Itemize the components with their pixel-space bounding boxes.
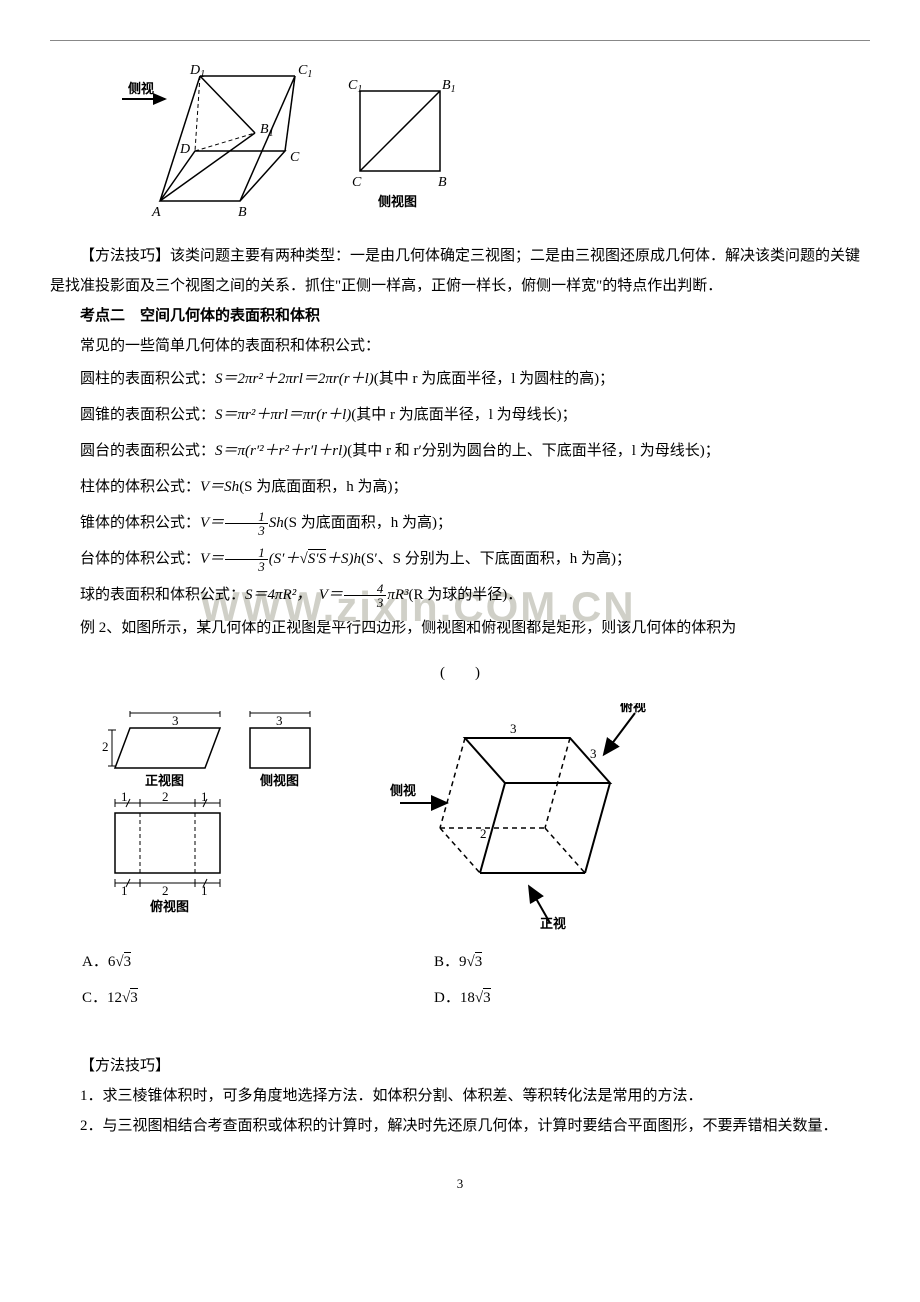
method-tip-2-line1: 1．求三棱锥体积时，可多角度地选择方法．如体积分割、体积差、等积转化法是常用的方… bbox=[50, 1081, 870, 1111]
svg-text:侧视图: 侧视图 bbox=[260, 773, 299, 788]
example-2-text: 例 2、如图所示，某几何体的正视图是平行四边形，侧视图和俯视图都是矩形，则该几何… bbox=[50, 613, 870, 643]
prism-volume: 柱体的体积公式：V＝Sh(S 为底面面积，h 为高)； bbox=[50, 469, 870, 505]
solid-figure: 侧视 D1 C1 B1 D C A B bbox=[110, 61, 330, 231]
svg-text:1: 1 bbox=[201, 883, 208, 898]
cone-volume: 锥体的体积公式：V＝13Sh(S 为底面面积，h 为高)； bbox=[50, 505, 870, 541]
method-tip-2-title: 【方法技巧】 bbox=[50, 1051, 870, 1081]
page-content: 侧视 D1 C1 B1 D C A B C1 B1 C B 侧视图 【方法技巧】… bbox=[50, 40, 870, 1197]
method-tip-2-line2: 2．与三视图相结合考查面积或体积的计算时，解决时先还原几何体，计算时要结合平面图… bbox=[50, 1111, 870, 1141]
svg-text:B: B bbox=[238, 205, 247, 220]
svg-text:2: 2 bbox=[162, 789, 169, 804]
section-2-intro: 常见的一些简单几何体的表面积和体积公式： bbox=[50, 331, 870, 361]
svg-text:D: D bbox=[179, 142, 190, 157]
svg-text:D1: D1 bbox=[189, 63, 205, 80]
svg-text:3: 3 bbox=[172, 713, 179, 728]
svg-text:C: C bbox=[352, 175, 362, 190]
sphere-formulae: 球的表面积和体积公式：S＝4πR²， V＝43πR³(R 为球的半径)． bbox=[50, 577, 870, 613]
svg-text:1: 1 bbox=[201, 789, 208, 804]
method-tip-1: 【方法技巧】该类问题主要有两种类型：一是由几何体确定三视图；二是由三视图还原成几… bbox=[50, 241, 870, 301]
svg-text:正视图: 正视图 bbox=[145, 773, 184, 788]
side-view-caption: 侧视图 bbox=[378, 194, 417, 209]
svg-text:C: C bbox=[290, 150, 300, 165]
svg-text:A: A bbox=[151, 205, 161, 220]
header-rule bbox=[50, 40, 870, 41]
frustum-volume: 台体的体积公式：V＝13(S′＋√S′S＋S)h(S′、S 分别为上、下底面面积… bbox=[50, 541, 870, 577]
svg-text:正视: 正视 bbox=[540, 916, 566, 931]
svg-text:2: 2 bbox=[102, 739, 109, 754]
frustum-surface: 圆台的表面积公式：S＝π(r′²＋r²＋r′l＋rl)(其中 r 和 r′分别为… bbox=[50, 433, 870, 469]
cone-surface: 圆锥的表面积公式：S＝πr²＋πrl＝πr(r＋l)(其中 r 为底面半径，l … bbox=[50, 397, 870, 433]
page-number: 3 bbox=[50, 1171, 870, 1197]
option-c: C．12√3 bbox=[82, 981, 432, 1015]
svg-text:C1: C1 bbox=[348, 78, 362, 95]
oblique-prism-figure: 俯视 侧视 正视 3 3 2 bbox=[380, 703, 660, 933]
svg-text:俯视: 俯视 bbox=[620, 703, 646, 714]
svg-text:C1: C1 bbox=[298, 63, 312, 80]
svg-text:俯视图: 俯视图 bbox=[150, 899, 189, 914]
svg-text:1: 1 bbox=[121, 789, 128, 804]
svg-text:B: B bbox=[438, 175, 447, 190]
option-d: D．18√3 bbox=[434, 981, 784, 1015]
options-table: A．6√3 B．9√3 C．12√3 D．18√3 bbox=[80, 943, 786, 1017]
example-2-paren: ( ) bbox=[50, 658, 870, 688]
figure-row-1: 侧视 D1 C1 B1 D C A B C1 B1 C B 侧视图 bbox=[110, 61, 870, 231]
section-2-title: 考点二 空间几何体的表面积和体积 bbox=[50, 301, 870, 331]
svg-text:3: 3 bbox=[510, 721, 517, 736]
svg-text:2: 2 bbox=[162, 883, 169, 898]
svg-text:B1: B1 bbox=[442, 78, 456, 95]
example-2-figures: 3 2 正视图 3 侧视图 1 2 1 1 2 1 bbox=[90, 703, 870, 933]
side-view-label: 侧视 bbox=[128, 81, 154, 96]
svg-text:2: 2 bbox=[480, 826, 487, 841]
cylinder-surface: 圆柱的表面积公式：S＝2πr²＋2πrl＝2πr(r＋l)(其中 r 为底面半径… bbox=[50, 361, 870, 397]
option-b: B．9√3 bbox=[434, 945, 784, 979]
side-view-figure: C1 B1 C B 侧视图 bbox=[330, 61, 480, 231]
three-views-figure: 3 2 正视图 3 侧视图 1 2 1 1 2 1 bbox=[90, 703, 320, 923]
svg-text:侧视: 侧视 bbox=[390, 783, 416, 798]
svg-text:3: 3 bbox=[276, 713, 283, 728]
svg-text:B1: B1 bbox=[260, 122, 274, 139]
svg-text:1: 1 bbox=[121, 883, 128, 898]
svg-text:3: 3 bbox=[590, 746, 597, 761]
option-a: A．6√3 bbox=[82, 945, 432, 979]
